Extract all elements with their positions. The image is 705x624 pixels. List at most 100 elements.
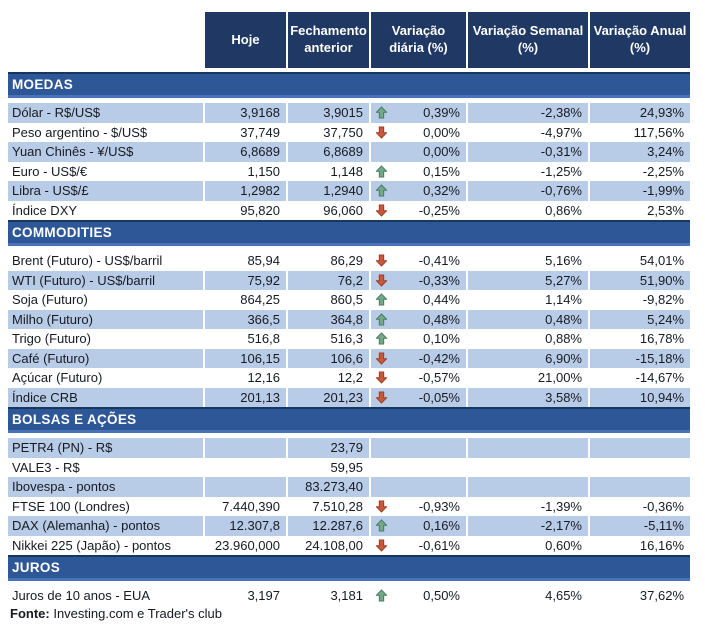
table-row: Açúcar (Futuro) 12,16 12,2 -0,57% 21,00% -14,… — [8, 368, 690, 388]
fechamento-anterior-cell: 364,8 — [288, 309, 369, 329]
fechamento-anterior-cell: 6,8689 — [288, 142, 369, 162]
hoje-cell: 85,94 — [247, 253, 280, 269]
variacao-diaria-cell: -0,93% — [371, 497, 466, 517]
section-bolsas-e-acoes: BOLSAS E AÇÕES PETR4 (PN) - R$ 23,79 VALE3 … — [8, 407, 690, 555]
variacao-diaria-value: -0,25% — [418, 202, 460, 218]
table-header-row: Hoje Fechamento anterior Variação diária (… — [8, 12, 690, 68]
row-label: Milho (Futuro) — [8, 309, 203, 329]
section-header-moedas: MOEDAS — [8, 72, 690, 98]
variacao-semanal-cell: 0,60% — [545, 537, 582, 553]
arrow-down-icon — [374, 254, 388, 268]
source-text: Investing.com e Trader's club — [49, 606, 223, 621]
table-row: Brent (Futuro) - US$/barril 85,94 86,29 -0,… — [8, 251, 690, 271]
row-label: Euro - US$/€ — [12, 163, 88, 179]
variacao-diaria-value: 0,44% — [423, 292, 460, 308]
row-label: Ibovespa - pontos — [8, 477, 203, 497]
fechamento-anterior-cell: 3,181 — [330, 588, 363, 604]
table-body: MOEDAS Dólar - R$/US$ 3,9168 3,9015 0,39% -2,… — [8, 72, 690, 606]
header-spacer — [8, 12, 203, 68]
hoje-cell: 3,9168 — [205, 103, 286, 123]
variacao-anual-cell — [590, 438, 690, 458]
table-row: Dólar - R$/US$ 3,9168 3,9015 0,39% -2,38% 24,… — [8, 103, 690, 123]
arrow-down-icon — [374, 371, 388, 385]
row-label: Dólar - R$/US$ — [8, 103, 203, 123]
variacao-diaria-cell: 0,39% — [371, 103, 466, 123]
fechamento-anterior-cell: 23,79 — [288, 438, 369, 458]
variacao-anual-cell: 2,53% — [647, 202, 684, 218]
variacao-anual-cell: -14,67% — [635, 370, 684, 386]
column-header-variacao-anual: Variação Anual (%) — [590, 12, 690, 68]
variacao-anual-cell: 24,93% — [590, 103, 690, 123]
arrow-down-icon — [374, 499, 388, 513]
table-row: Trigo (Futuro) 516,8 516,3 0,10% 0,88% 16,78% — [8, 329, 690, 349]
column-header-variacao-semanal: Variação Semanal (%) — [468, 12, 588, 68]
table-row: Yuan Chinês - ¥/US$ 6,8689 6,8689 0,00% -0,3… — [8, 142, 690, 162]
row-label: Libra - US$/£ — [8, 181, 203, 201]
fechamento-anterior-cell: 516,3 — [330, 331, 363, 347]
variacao-diaria-cell: -0,61% — [371, 536, 466, 556]
fechamento-anterior-cell: 860,5 — [330, 292, 363, 308]
table-row: Índice DXY 95,820 96,060 -0,25% 0,86% 2,53% — [8, 201, 690, 221]
row-label: Café (Futuro) — [8, 348, 203, 368]
variacao-diaria-cell: 0,16% — [371, 516, 466, 536]
variacao-diaria-value: 0,32% — [423, 183, 460, 199]
arrow-up-icon — [374, 164, 388, 178]
variacao-semanal-cell — [468, 438, 588, 458]
variacao-anual-cell: 37,62% — [639, 588, 684, 604]
row-label: Soja (Futuro) — [12, 292, 88, 308]
variacao-diaria-cell: 0,10% — [371, 329, 466, 349]
variacao-semanal-cell: 3,58% — [468, 387, 588, 407]
arrow-up-icon — [374, 293, 388, 307]
variacao-anual-cell: 5,24% — [590, 309, 690, 329]
arrow-down-icon — [374, 351, 388, 365]
variacao-diaria-value: 0,50% — [423, 588, 460, 604]
variacao-diaria-value: -0,33% — [418, 272, 460, 288]
row-label: WTI (Futuro) - US$/barril — [8, 270, 203, 290]
hoje-cell: 7.440,390 — [222, 498, 280, 514]
variacao-diaria-cell — [371, 458, 466, 478]
variacao-diaria-cell: 0,00% — [371, 142, 466, 162]
source-note: Fonte: Investing.com e Trader's club — [10, 606, 222, 621]
variacao-anual-cell: 54,01% — [639, 253, 684, 269]
section-header-commodities: COMMODITIES — [8, 220, 690, 246]
arrow-up-icon — [374, 332, 388, 346]
variacao-semanal-cell: -2,17% — [468, 516, 588, 536]
variacao-diaria-cell: 0,50% — [371, 586, 466, 606]
variacao-semanal-cell: 4,65% — [545, 588, 582, 604]
row-label: Índice CRB — [8, 387, 203, 407]
variacao-diaria-cell: -0,42% — [371, 348, 466, 368]
variacao-diaria-cell — [371, 477, 466, 497]
arrow-up-icon — [374, 312, 388, 326]
variacao-semanal-cell: 0,48% — [468, 309, 588, 329]
variacao-semanal-cell: 6,90% — [468, 348, 588, 368]
variacao-anual-cell: -2,25% — [642, 163, 684, 179]
column-header-hoje: Hoje — [205, 12, 286, 68]
variacao-anual-cell — [590, 477, 690, 497]
variacao-anual-cell: 16,16% — [639, 537, 684, 553]
hoje-cell: 201,13 — [205, 387, 286, 407]
table-row: Libra - US$/£ 1,2982 1,2940 0,32% -0,76% -1,9… — [8, 181, 690, 201]
variacao-diaria-value: 0,48% — [423, 311, 460, 327]
fechamento-anterior-cell: 83.273,40 — [288, 477, 369, 497]
arrow-down-icon — [374, 273, 388, 287]
hoje-cell — [205, 477, 286, 497]
variacao-semanal-cell: -4,97% — [540, 124, 582, 140]
column-header-fechamento-anterior: Fechamento anterior — [288, 12, 369, 68]
column-header-variacao-diaria: Variação diária (%) — [371, 12, 466, 68]
row-label: VALE3 - R$ — [12, 459, 80, 475]
variacao-anual-cell: -9,82% — [642, 292, 684, 308]
arrow-down-icon — [374, 203, 388, 217]
variacao-diaria-cell: -0,05% — [371, 387, 466, 407]
hoje-cell: 3,197 — [247, 588, 280, 604]
variacao-semanal-cell: 0,88% — [545, 331, 582, 347]
hoje-cell: 12.307,8 — [205, 516, 286, 536]
variacao-anual-cell: 117,56% — [633, 124, 684, 140]
fechamento-anterior-cell: 24.108,00 — [305, 537, 363, 553]
fechamento-anterior-cell: 96,060 — [323, 202, 363, 218]
row-label: Trigo (Futuro) — [12, 331, 91, 347]
fechamento-anterior-cell: 1,148 — [330, 163, 363, 179]
variacao-semanal-cell: -0,76% — [468, 181, 588, 201]
section-header-juros: JUROS — [8, 555, 690, 581]
variacao-diaria-cell: -0,33% — [371, 270, 466, 290]
